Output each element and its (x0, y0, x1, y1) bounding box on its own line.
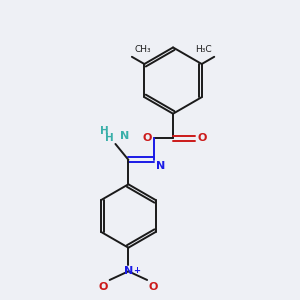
Text: ⁻: ⁻ (100, 286, 106, 296)
Text: O: O (99, 282, 108, 292)
Text: H: H (105, 133, 114, 142)
Text: H: H (100, 126, 109, 136)
Text: O: O (142, 133, 152, 143)
Text: O: O (148, 282, 158, 292)
Text: +: + (134, 266, 141, 275)
Text: N: N (156, 161, 165, 171)
Text: H₃C: H₃C (195, 46, 212, 55)
Text: O: O (197, 133, 207, 143)
Text: N: N (124, 266, 133, 276)
Text: CH₃: CH₃ (134, 46, 151, 55)
Text: N: N (120, 130, 129, 140)
